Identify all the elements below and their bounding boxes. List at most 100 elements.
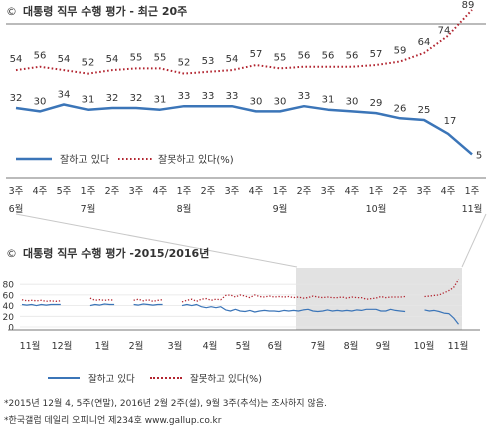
bottom-approve-line	[89, 303, 115, 307]
bottom-month-label: 8월	[344, 340, 359, 352]
zoom-connector-right	[461, 213, 487, 268]
bottom-month-label: 7월	[311, 340, 326, 352]
top-data-label: 89	[462, 0, 475, 11]
top-disapprove-line	[15, 9, 473, 75]
top-data-label: 17	[444, 116, 457, 127]
top-week-label: 1주	[369, 186, 384, 197]
top-chart-title: © 대통령 직무 수행 평가 - 최근 20주	[6, 3, 187, 19]
footnote-survey-gaps: *2015년 12월 4, 5주(연말), 2016년 2월 2주(설), 9월…	[4, 399, 327, 409]
top-month-label: 8월	[177, 203, 192, 215]
top-data-label: 33	[226, 91, 239, 102]
disapprove-swatch	[150, 377, 182, 379]
top-data-label: 56	[322, 51, 335, 62]
footnote-source: *한국갤럽 데일리 오피니언 제234호 www.gallup.co.kr	[4, 416, 222, 426]
top-week-label: 3주	[321, 186, 336, 197]
bottom-month-label: 2월	[129, 340, 144, 352]
top-data-label: 54	[226, 54, 239, 65]
top-week-label: 4주	[345, 186, 360, 197]
top-chart-title-text: 대통령 직무 수행 평가 - 최근 20주	[23, 5, 188, 18]
top-data-label: 56	[34, 51, 47, 62]
top-month-label: 6월	[9, 203, 24, 215]
top-data-label: 33	[298, 91, 311, 102]
top-data-label: 55	[130, 52, 143, 63]
top-legend-approve-label: 잘하고 있다	[60, 153, 109, 166]
top-data-label: 52	[178, 58, 191, 69]
top-data-label: 54	[106, 54, 119, 65]
top-month-label: 10월	[366, 203, 387, 215]
top-data-label: 31	[322, 95, 335, 106]
top-data-label: 25	[418, 105, 431, 116]
bottom-disapprove-line	[89, 297, 115, 301]
bottom-month-label: 5월	[236, 340, 251, 352]
bottom-chart-title-text: 대통령 직무 수행 평가 -2015/2016년	[23, 247, 210, 260]
bottom-approve-line	[424, 309, 459, 325]
bottom-month-label: 12월	[52, 340, 73, 352]
bottom-legend-disapprove: 잘못하고 있다(%)	[150, 371, 262, 385]
top-data-label: 64	[418, 37, 431, 48]
bottom-month-label: 10월	[414, 340, 435, 352]
top-month-label: 7월	[81, 203, 96, 215]
recent-weeks-highlight	[296, 268, 462, 330]
bottom-y-tick: 40	[3, 302, 15, 312]
top-week-label: 3주	[417, 186, 432, 197]
top-data-label: 32	[106, 93, 119, 104]
copyright-mark: ©	[6, 5, 17, 18]
top-week-label: 1주	[273, 186, 288, 197]
top-data-label: 56	[346, 51, 359, 62]
top-data-label: 29	[370, 98, 383, 109]
top-data-label: 30	[34, 96, 47, 107]
top-week-label: 2주	[105, 186, 120, 197]
top-week-label: 3주	[129, 186, 144, 197]
bottom-month-label: 9월	[376, 340, 391, 352]
top-week-label: 1주	[177, 186, 192, 197]
top-data-label: 57	[250, 49, 263, 60]
top-data-label: 30	[274, 96, 287, 107]
top-month-label: 11월	[462, 203, 483, 215]
bottom-disapprove-line	[21, 299, 61, 302]
bottom-approve-line	[21, 303, 61, 307]
top-month-label: 9월	[273, 203, 288, 215]
approve-legend-label: 잘하고 있다	[88, 374, 135, 385]
bottom-approve-line	[181, 303, 406, 313]
top-week-label: 4주	[153, 186, 168, 197]
bottom-legend-approve: 잘하고 있다	[48, 371, 135, 385]
top-data-label: 31	[82, 95, 95, 106]
top-week-label: 5주	[57, 186, 72, 197]
top-data-label: 57	[370, 49, 383, 60]
top-week-label: 2주	[201, 186, 216, 197]
bottom-approve-line	[133, 303, 163, 306]
top-data-label: 33	[178, 91, 191, 102]
top-data-label: 32	[130, 93, 143, 104]
top-data-label: 31	[154, 95, 167, 106]
bottom-month-label: 6월	[268, 340, 283, 352]
top-week-label: 2주	[297, 186, 312, 197]
top-data-label: 56	[298, 51, 311, 62]
top-data-label: 59	[394, 46, 407, 57]
zoom-connector-left	[15, 213, 298, 268]
approve-swatch	[48, 377, 80, 379]
top-week-label: 1주	[465, 186, 480, 197]
bottom-month-label: 4월	[203, 340, 218, 352]
top-approve-line	[15, 103, 473, 156]
top-data-label: 55	[274, 52, 287, 63]
top-data-label: 53	[202, 56, 215, 67]
bottom-chart-title: © 대통령 직무 수행 평가 -2015/2016년	[6, 245, 209, 261]
top-data-label: 55	[154, 52, 167, 63]
bottom-disapprove-line	[181, 294, 406, 303]
top-week-label: 4주	[249, 186, 264, 197]
copyright-mark-2: ©	[6, 247, 17, 260]
bottom-disapprove-line	[133, 298, 163, 302]
bottom-month-label: 11월	[448, 340, 469, 352]
top-data-label: 52	[82, 58, 95, 69]
top-week-label: 4주	[33, 186, 48, 197]
bottom-month-label: 3월	[168, 340, 183, 352]
top-data-label: 34	[58, 90, 71, 101]
top-week-label: 2주	[393, 186, 408, 197]
top-data-label: 54	[10, 54, 23, 65]
bottom-month-label: 1월	[95, 340, 110, 352]
bottom-y-tick: 0	[8, 324, 14, 334]
disapprove-legend-label: 잘못하고 있다(%)	[190, 374, 262, 385]
bottom-month-label: 11월	[20, 340, 41, 352]
